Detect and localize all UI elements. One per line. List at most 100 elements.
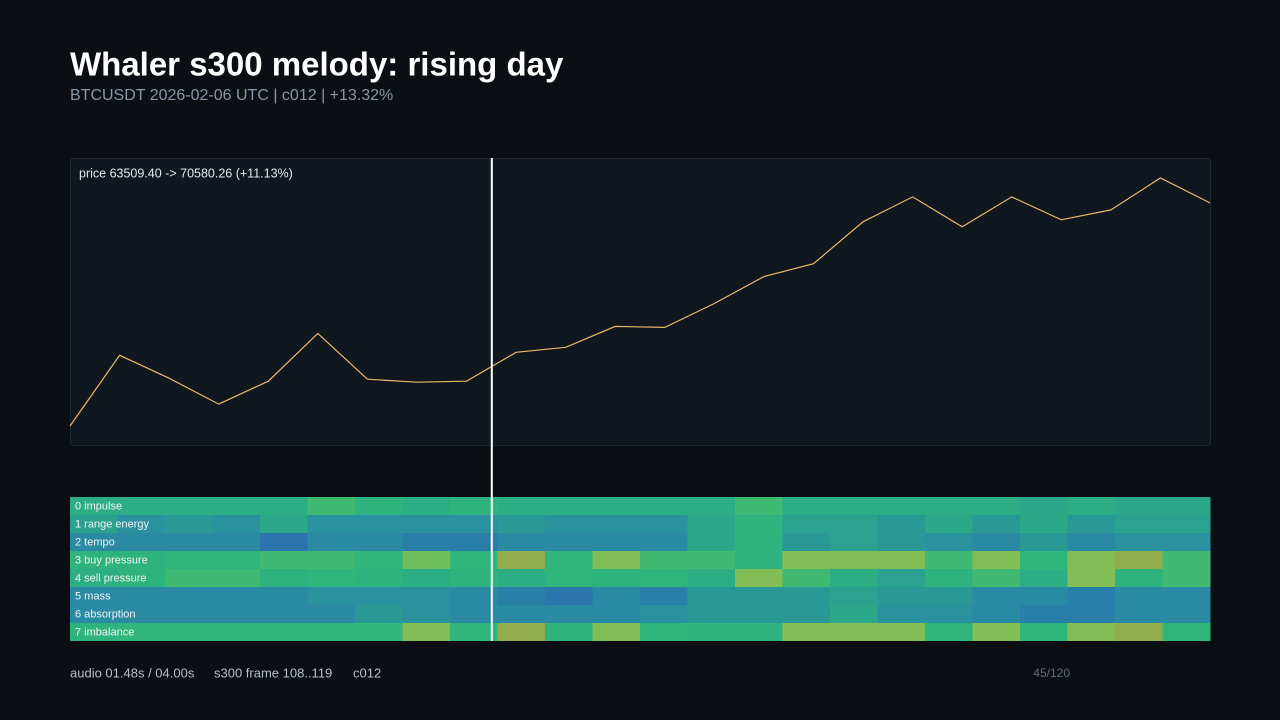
heat-cell <box>925 515 973 533</box>
row-label: 0 impulse <box>75 500 122 512</box>
heat-cell <box>1067 569 1116 587</box>
price-line <box>69 177 1211 427</box>
heat-cell <box>70 533 118 551</box>
heat-cell <box>830 587 878 605</box>
heat-cell <box>782 533 831 551</box>
heat-cell <box>1067 587 1116 605</box>
heat-cell <box>117 551 166 569</box>
heat-cell <box>972 569 1021 587</box>
heat-cell <box>1115 551 1163 569</box>
heat-cell <box>687 497 736 515</box>
heat-cell <box>735 533 783 551</box>
heat-cell <box>1067 515 1116 533</box>
heat-cell <box>1115 569 1163 587</box>
title: Whaler s300 melody: rising day <box>70 46 564 83</box>
heat-cell <box>545 605 593 623</box>
heat-cell <box>877 569 926 587</box>
row-label: 2 tempo <box>75 536 115 548</box>
heat-cell <box>687 605 736 623</box>
heat-cell <box>450 533 498 551</box>
subtitle: BTCUSDT 2026-02-06 UTC | c012 | +13.32% <box>70 87 393 104</box>
heat-cell <box>355 587 403 605</box>
heat-cell <box>1067 497 1116 515</box>
heat-cell <box>830 623 878 641</box>
heat-cell <box>1115 497 1163 515</box>
heat-cell <box>117 569 166 587</box>
heat-cell <box>165 551 213 569</box>
heat-cell <box>972 551 1021 569</box>
heat-cell <box>165 515 213 533</box>
heat-cell <box>1020 515 1068 533</box>
heat-cell <box>1020 497 1068 515</box>
heat-cell <box>402 623 451 641</box>
heat-cell <box>1115 587 1163 605</box>
heat-cell <box>307 551 356 569</box>
heat-cell <box>735 623 783 641</box>
heat-cell <box>592 587 641 605</box>
heat-cell <box>402 605 451 623</box>
heat-cell <box>497 605 546 623</box>
heat-cell <box>782 515 831 533</box>
heat-cell <box>735 569 783 587</box>
heat-cell <box>592 497 641 515</box>
heat-cell <box>925 587 973 605</box>
heat-cell <box>782 587 831 605</box>
heat-cell <box>925 533 973 551</box>
heat-cell <box>260 497 308 515</box>
heat-cell <box>1162 623 1211 641</box>
heat-cell <box>1115 605 1163 623</box>
heat-cell <box>450 587 498 605</box>
heat-cell <box>355 623 403 641</box>
heat-cell <box>450 497 498 515</box>
heat-cell <box>877 605 926 623</box>
heat-cell <box>830 551 878 569</box>
heat-cell <box>925 551 973 569</box>
heat-cell <box>545 569 593 587</box>
heat-cell <box>925 569 973 587</box>
heat-cell <box>1162 569 1211 587</box>
heat-cell <box>402 587 451 605</box>
heat-cell <box>830 605 878 623</box>
heat-cell <box>640 623 688 641</box>
heat-cell <box>640 605 688 623</box>
heat-cell <box>117 533 166 551</box>
heat-cell <box>1115 623 1163 641</box>
heat-cell <box>972 605 1021 623</box>
heat-cell <box>355 497 403 515</box>
heat-cell <box>307 497 356 515</box>
heat-cell <box>402 515 451 533</box>
heat-cell <box>450 551 498 569</box>
heat-cell <box>972 623 1021 641</box>
heat-cell <box>165 497 213 515</box>
row-label: 6 absorption <box>75 608 136 620</box>
heat-cell <box>402 497 451 515</box>
row-label: 3 buy pressure <box>75 554 148 566</box>
heat-cell <box>545 587 593 605</box>
heat-cell <box>1162 551 1211 569</box>
heat-cell <box>1162 587 1211 605</box>
heat-cell <box>307 569 356 587</box>
heat-cell <box>497 515 546 533</box>
heat-cell <box>592 605 641 623</box>
audio-time: audio 01.48s / 04.00s <box>70 665 195 680</box>
heat-cell <box>545 515 593 533</box>
row-label: 1 range energy <box>75 518 149 530</box>
heat-cell <box>355 515 403 533</box>
heat-cell <box>212 497 261 515</box>
heat-cell <box>735 497 783 515</box>
heat-cell <box>450 569 498 587</box>
heat-cell <box>165 569 213 587</box>
heat-cell <box>877 587 926 605</box>
row-label: 7 imbalance <box>75 626 134 638</box>
heat-cell <box>260 569 308 587</box>
heat-cell <box>782 605 831 623</box>
heat-cell <box>260 623 308 641</box>
heat-cell <box>497 533 546 551</box>
heat-cell <box>70 497 118 515</box>
heat-cell <box>782 623 831 641</box>
heat-cell <box>687 533 736 551</box>
heat-cell <box>1067 551 1116 569</box>
heat-cell <box>307 587 356 605</box>
heat-cell <box>1162 515 1211 533</box>
heat-cell <box>735 515 783 533</box>
